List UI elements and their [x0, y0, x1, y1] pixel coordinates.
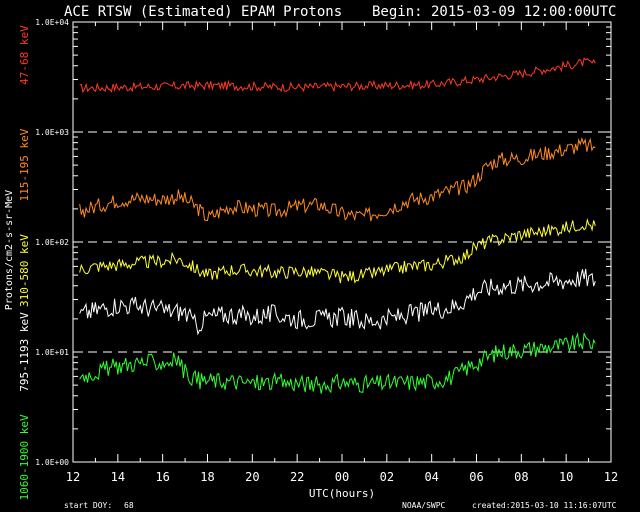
series-label: 47-68 keV	[18, 25, 31, 85]
series-line-1	[79, 57, 596, 94]
x-tick-label: 18	[200, 470, 214, 484]
x-tick-label: 14	[111, 470, 125, 484]
y-axis-units: Protons/cm2-s-sr-MeV	[4, 190, 15, 310]
x-tick-label: 22	[290, 470, 304, 484]
series-line-2	[79, 137, 596, 222]
series-label: 115-195 keV	[18, 128, 31, 201]
source-label: NOAA/SWPC	[402, 501, 446, 510]
series-line-5	[79, 332, 596, 394]
y-axis: 1.0E+00 1.0E+01 1.0E+02 1.0E+03 1.0E+04	[35, 18, 611, 467]
x-tick-label: 04	[424, 470, 438, 484]
x-tick-label: 12	[66, 470, 80, 484]
series-group	[79, 57, 596, 394]
x-tick-label: 06	[469, 470, 483, 484]
series-label: 310-580 keV	[18, 234, 31, 307]
series-axis-labels: 47-68 keV 115-195 keV 310-580 keV 795-1193 …	[18, 25, 31, 501]
series-label: 1060-1900 keV	[18, 414, 31, 500]
x-axis: 12 14 16 18 20 22 00 02 04 06 08 10 12	[66, 22, 618, 484]
x-tick-label: 10	[559, 470, 573, 484]
x-tick-label: 00	[335, 470, 349, 484]
y-tick-label: 1.0E+04	[35, 18, 69, 27]
series-label: 795-1193 keV	[18, 312, 31, 392]
x-tick-label: 08	[514, 470, 528, 484]
y-tick-label: 1.0E+03	[35, 128, 69, 137]
x-tick-label: 02	[380, 470, 394, 484]
y-tick-label: 1.0E+02	[35, 238, 69, 247]
chart-title: ACE RTSW (Estimated) EPAM Protons	[64, 4, 342, 20]
series-line-3	[79, 218, 596, 284]
begin-timestamp: Begin: 2015-03-09 12:00:00UTC	[372, 4, 616, 20]
series-line-4	[79, 268, 596, 336]
y-tick-label: 1.0E+00	[35, 458, 69, 467]
x-tick-label: 12	[604, 470, 618, 484]
start-doy-value: 68	[124, 501, 134, 510]
y-tick-label: 1.0E+01	[35, 348, 69, 357]
start-doy-label: start DOY:	[64, 501, 112, 510]
x-tick-label: 20	[245, 470, 259, 484]
x-tick-label: 16	[155, 470, 169, 484]
x-axis-label: UTC(hours)	[309, 487, 375, 500]
created-timestamp: created:2015-03-10 11:16:07UTC	[472, 501, 617, 510]
